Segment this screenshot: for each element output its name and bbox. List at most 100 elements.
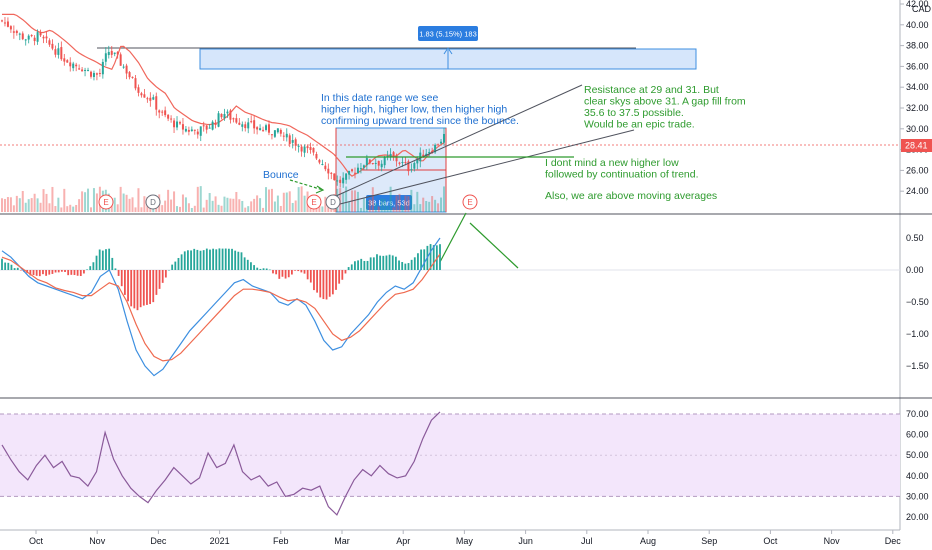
macd-hist-bar xyxy=(130,270,133,307)
candle-body xyxy=(119,54,122,66)
candle-body xyxy=(63,58,66,62)
time-axis[interactable]: Oct Nov Dec 2021 Feb Mar Apr May Jun Jul Aug Sep Oct… xyxy=(29,530,901,546)
earnings-marker[interactable] xyxy=(462,194,478,210)
earnings-marker[interactable] xyxy=(98,194,114,210)
macd-hist-bar xyxy=(199,250,202,270)
candle-body xyxy=(107,51,110,56)
price-tick-label: 24.00 xyxy=(906,186,929,196)
candle-body xyxy=(235,118,238,123)
candle-body xyxy=(21,33,24,40)
note-line: 35.6 to 37.5 possible. xyxy=(584,107,684,119)
price-tick-label: 32.00 xyxy=(906,103,929,113)
macd-hist-bar xyxy=(423,249,426,270)
dividend-marker[interactable] xyxy=(145,194,161,210)
note-line: Resistance at 29 and 31. But xyxy=(584,84,719,96)
candle-body xyxy=(184,128,187,132)
last-price-badge xyxy=(901,139,932,152)
candle-body xyxy=(443,133,445,143)
macd-hist-bar xyxy=(155,270,158,295)
volume-bar xyxy=(84,192,87,212)
volume-bar xyxy=(134,207,137,212)
candle-body xyxy=(113,52,116,54)
time-label: Feb xyxy=(273,536,289,546)
macd-hist-bar xyxy=(237,251,240,270)
candle-body xyxy=(282,135,285,137)
measure-arrow-head xyxy=(443,47,453,55)
lower-trendline[interactable] xyxy=(335,129,635,206)
volume-bar xyxy=(401,205,404,212)
rsi-tick-label: 70.00 xyxy=(906,409,929,419)
dividend-marker[interactable] xyxy=(325,194,341,210)
volume-bar xyxy=(27,199,30,212)
volume-bar xyxy=(128,198,131,212)
volume-bar xyxy=(176,206,179,212)
macd-hist-bar xyxy=(246,259,249,270)
macd-tick-label: −0.50 xyxy=(906,297,929,307)
volume-bar xyxy=(238,199,241,212)
volume-bar xyxy=(398,193,401,212)
macd-hist-bar xyxy=(325,270,328,300)
volume-bar xyxy=(229,198,232,212)
candle-body xyxy=(244,124,247,129)
macd-hist-bar xyxy=(256,267,259,270)
candle-body xyxy=(312,147,315,153)
volume-bar xyxy=(137,188,140,212)
candle-body xyxy=(45,36,48,39)
volume-bar xyxy=(39,202,42,212)
volume-bar xyxy=(205,199,208,212)
candle-body xyxy=(152,97,155,100)
rsi-scale[interactable]: 70.00 60.00 50.00 40.00 30.00 20.00 xyxy=(906,409,929,522)
macd-hist-bar xyxy=(16,267,19,270)
time-label: Apr xyxy=(396,536,410,546)
volume-bar xyxy=(21,190,24,212)
volume-bar xyxy=(356,191,359,212)
macd-hist-bar xyxy=(83,270,85,274)
candle-body xyxy=(321,164,324,166)
candle-body xyxy=(158,110,161,113)
macd-hist-bar xyxy=(413,257,416,270)
volume-bar xyxy=(443,186,445,212)
candle-body xyxy=(327,168,330,174)
price-scale[interactable]: 24.0026.0028.0030.0032.0034.0036.0038.00… xyxy=(900,0,929,196)
price-tick-label: 42.00 xyxy=(906,0,929,9)
macd-hist-bar xyxy=(388,254,391,270)
candle-body xyxy=(383,157,386,166)
volume-bar xyxy=(60,207,63,212)
candle-body xyxy=(57,48,60,55)
macd-hist-bar xyxy=(98,249,101,270)
volume-bar xyxy=(437,203,440,212)
macd-hist-bar xyxy=(265,268,268,270)
bounce-arrow-head xyxy=(315,185,325,194)
candle-body xyxy=(60,47,63,60)
volume-bar xyxy=(410,189,413,212)
candle-body xyxy=(265,125,268,130)
volume-bar xyxy=(428,201,431,212)
macd-hist-bar xyxy=(127,270,129,302)
volume-bar xyxy=(1,198,3,212)
time-label: Dec xyxy=(150,536,167,546)
macd-hist-bar xyxy=(45,270,48,276)
rsi-tick-label: 60.00 xyxy=(906,430,929,440)
rsi-tick-label: 40.00 xyxy=(906,471,929,481)
macd-hist-bar xyxy=(262,268,265,270)
macd-hist-bar xyxy=(171,264,174,270)
candle-body xyxy=(365,158,368,166)
earnings-marker[interactable] xyxy=(306,194,322,210)
macd-hist-bar xyxy=(218,248,221,270)
candle-body xyxy=(128,72,131,78)
macd-hist-bar xyxy=(394,256,397,270)
note-line: followed by continuation of trend. xyxy=(545,169,699,181)
volume-bar xyxy=(187,203,190,212)
volume-bar xyxy=(380,198,383,212)
macd-hist-bar xyxy=(287,270,290,278)
macd-hist-bar xyxy=(360,258,363,270)
candle-body xyxy=(247,122,250,129)
volume-bar xyxy=(92,188,95,212)
macd-scale[interactable]: 0.50 0.00 −0.50 −1.00 −1.50 xyxy=(906,233,929,371)
macd-hist-bar xyxy=(250,262,252,270)
upper-trendline[interactable] xyxy=(335,84,583,197)
volume-bar xyxy=(259,198,262,212)
candle-body xyxy=(318,159,321,163)
